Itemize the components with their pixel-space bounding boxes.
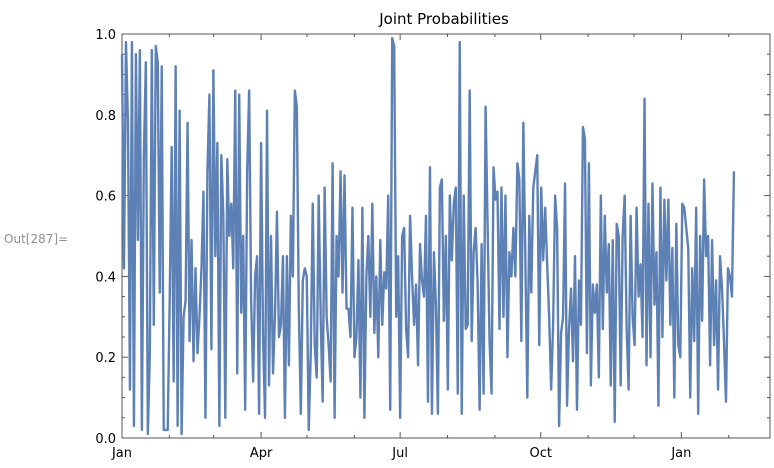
x-tick-label: Jan — [111, 446, 132, 461]
x-tick-label: Apr — [250, 446, 273, 461]
y-tick-label: 1.0 — [95, 28, 116, 43]
x-tick-label: Jan — [670, 446, 691, 461]
y-tick-label: 0.0 — [95, 432, 116, 447]
x-tick-label: Oct — [530, 446, 552, 461]
y-tick-label: 0.4 — [95, 270, 116, 285]
x-tick-label: Jul — [391, 446, 408, 461]
cell-output-label: Out[287]= — [4, 232, 69, 246]
series-line — [120, 36, 736, 436]
y-tick-label: 0.8 — [95, 109, 116, 124]
y-tick-label: 0.6 — [95, 190, 116, 205]
y-tick-label: 0.2 — [95, 351, 116, 366]
chart-title: Joint Probabilities — [378, 10, 509, 28]
